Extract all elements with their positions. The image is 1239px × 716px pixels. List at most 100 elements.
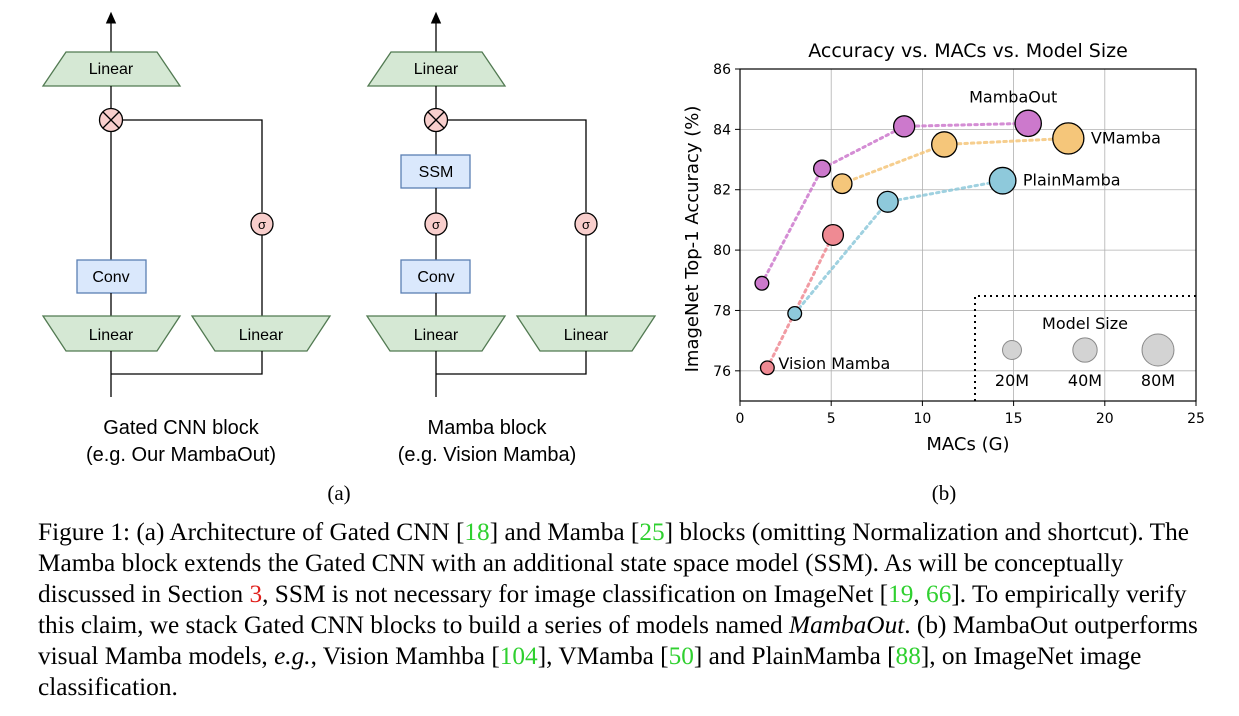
caption-figure-label: Figure 1: — [38, 518, 131, 546]
figure-caption: Figure 1: (a) Architecture of Gated CNN … — [38, 517, 1218, 703]
mamba-top-linear-label: Linear — [414, 61, 459, 78]
caption-text: . (b) MambaOut outperforms visual Mamba … — [38, 611, 1198, 670]
caption-text: ] blocks (omitting Normalization and sho… — [38, 518, 1189, 608]
vision-mamba-point — [759, 360, 775, 376]
left-linear-layer — [365, 315, 507, 352]
top-linear-layer — [366, 51, 507, 87]
top-linear-layer — [41, 51, 182, 87]
x-tick-label: 15 — [1005, 411, 1023, 427]
x-tick-label: 0 — [736, 411, 745, 427]
caption-text: ], VMamba [ — [537, 642, 669, 670]
vision-mamba-point — [821, 223, 845, 247]
mamba-left-linear-label: Linear — [414, 327, 459, 344]
mambaout-point — [1014, 109, 1042, 138]
gated-cnn-block — [41, 11, 332, 397]
chart-series-points — [754, 109, 1085, 376]
mamba-right-linear-label: Linear — [564, 327, 609, 344]
vision-mamba-line — [765, 233, 835, 370]
caption-text: ]. To empirically verify this claim, we … — [38, 580, 1187, 639]
mambaout-line — [760, 121, 1030, 285]
size-legend: Model Size 20M 40M 80M — [974, 295, 1196, 401]
size-legend-label: 80M — [1141, 371, 1175, 390]
mambaout-point — [813, 159, 832, 178]
plainmamba-label: PlainMamba — [1023, 171, 1121, 190]
chart-ticks: 0 5 10 15 20 25 76 78 80 82 84 86 — [713, 62, 1205, 427]
size-legend-label: 40M — [1068, 371, 1102, 390]
size-legend-frame — [974, 295, 1196, 401]
plainmamba-point — [988, 166, 1017, 195]
mamba-block — [365, 11, 657, 397]
mamba-sigma-label-left: σ — [432, 217, 440, 232]
vmamba-point — [931, 131, 958, 158]
size-legend-title: Model Size — [1042, 314, 1128, 333]
caption-text: ], on ImageNet image classification. — [38, 642, 1142, 701]
y-tick-label: 86 — [713, 62, 731, 78]
x-tick-label: 25 — [1187, 411, 1205, 427]
size-legend-marker — [1002, 340, 1022, 360]
caption-text: (a) Architecture of Gated CNN [ — [130, 518, 465, 546]
accuracy-chart: 0 5 10 15 20 25 76 78 80 82 84 86 MambaOut VMamba Pla… — [682, 40, 1205, 505]
y-tick-label: 84 — [713, 122, 731, 138]
mambaout-point — [754, 275, 770, 291]
size-legend-marker — [1141, 333, 1175, 367]
gated-left-linear-label: Linear — [89, 327, 134, 344]
plot-frame — [739, 68, 1197, 402]
right-linear-layer — [515, 315, 657, 352]
x-tick-label: 5 — [827, 411, 836, 427]
citation-link[interactable]: 104 — [499, 642, 538, 670]
block-diagrams: Linear Conv Linear Linear σ Gated CNN bl… — [41, 11, 657, 505]
chart-series-lines — [760, 121, 1070, 370]
gated-cnn-subtitle: (e.g. Our MambaOut) — [86, 444, 276, 466]
mamba-block-title: Mamba block — [428, 417, 548, 439]
size-legend-label: 20M — [995, 371, 1029, 390]
citation-link[interactable]: 18 — [464, 518, 490, 546]
vmamba-label: VMamba — [1091, 128, 1161, 147]
citation-link[interactable]: 50 — [668, 642, 694, 670]
citation-link[interactable]: 66 — [926, 580, 952, 608]
vmamba-point — [831, 173, 853, 195]
mamba-ssm-label: SSM — [419, 164, 454, 181]
y-tick-label: 80 — [713, 243, 731, 259]
right-linear-layer — [190, 315, 332, 352]
caption-text: , SSM is not necessary for image classif… — [262, 580, 889, 608]
vision-mamba-label: Vision Mamba — [778, 354, 890, 373]
y-tick-label: 76 — [713, 364, 731, 380]
caption-text: , Vision Mamhba [ — [310, 642, 500, 670]
gated-cnn-title: Gated CNN block — [103, 417, 260, 439]
multiply-icon — [423, 107, 449, 133]
caption-emphasis: MambaOut — [789, 611, 905, 639]
conv-layer — [400, 259, 471, 294]
plainmamba-point — [787, 305, 803, 321]
y-axis-label: ImageNet Top-1 Accuracy (%) — [682, 106, 703, 373]
chart-title: Accuracy vs. MACs vs. Model Size — [808, 40, 1128, 62]
chart-series-labels: MambaOut VMamba PlainMamba Vision Mamba — [778, 87, 1161, 372]
gated-conv-label: Conv — [92, 269, 129, 286]
mamba-sigma-label-right: σ — [582, 217, 590, 232]
panel-b-label: (b) — [932, 481, 957, 505]
y-tick-label: 82 — [713, 183, 731, 199]
plainmamba-point — [876, 190, 899, 213]
multiply-icon — [98, 107, 124, 133]
gated-right-linear-label: Linear — [239, 327, 284, 344]
caption-text: , — [913, 580, 927, 608]
citation-link[interactable]: 25 — [639, 518, 665, 546]
citation-link[interactable]: 88 — [895, 642, 921, 670]
conv-layer — [76, 259, 147, 294]
caption-text: ] and Mamba [ — [489, 518, 640, 546]
panel-a-label: (a) — [327, 481, 350, 505]
mambaout-point — [892, 115, 916, 138]
y-tick-label: 78 — [713, 303, 731, 319]
x-axis-label: MACs (G) — [926, 434, 1009, 455]
citation-link[interactable]: 19 — [888, 580, 914, 608]
x-tick-label: 10 — [913, 411, 931, 427]
x-tick-label: 20 — [1096, 411, 1114, 427]
mamba-conv-label: Conv — [417, 269, 454, 286]
gated-top-linear-label: Linear — [89, 61, 134, 78]
section-link[interactable]: 3 — [249, 580, 263, 608]
vmamba-point — [1052, 122, 1085, 155]
caption-text: ] and PlainMamba [ — [693, 642, 896, 670]
mamba-block-subtitle: (e.g. Vision Mamba) — [398, 444, 577, 466]
mambaout-label: MambaOut — [969, 87, 1057, 106]
left-linear-layer — [41, 315, 182, 352]
gated-sigma-label: σ — [258, 217, 266, 232]
